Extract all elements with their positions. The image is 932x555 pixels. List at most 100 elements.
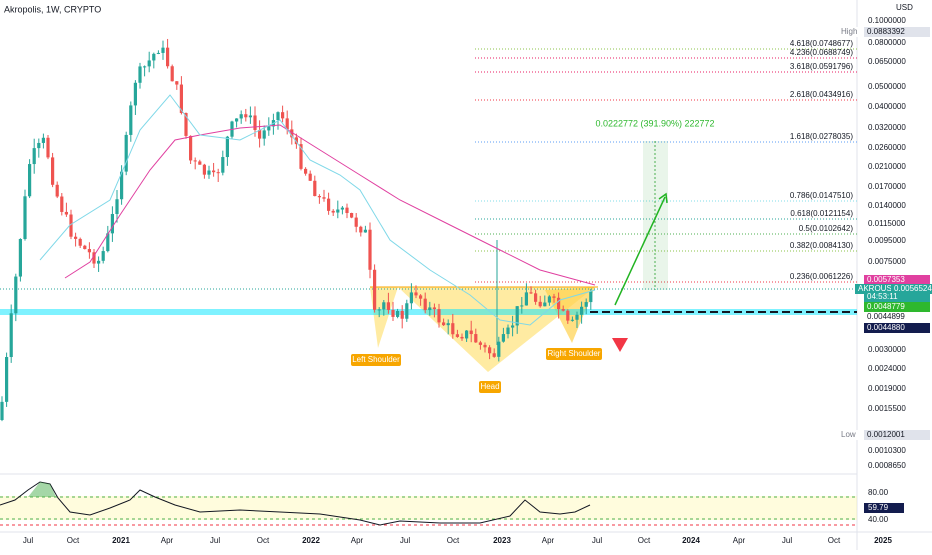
candle-body	[455, 334, 459, 337]
candle-body	[552, 296, 556, 298]
time-label: 2025	[874, 536, 892, 545]
price-label: 0.0095000	[868, 236, 906, 245]
candle-body	[483, 344, 487, 348]
time-label: Oct	[67, 536, 80, 545]
price-label: 0.0024000	[868, 364, 906, 373]
candle-body	[175, 81, 179, 85]
candle-body	[14, 276, 18, 314]
candle-body	[446, 323, 450, 326]
high-value: 0.0883392	[867, 27, 905, 36]
candle-body	[515, 306, 519, 326]
candle-body	[391, 309, 395, 317]
navy-price-box	[864, 323, 930, 333]
candle-body	[432, 307, 436, 310]
candle-body	[469, 330, 473, 335]
candle-body	[543, 302, 547, 307]
rsi-overbought-fill	[28, 482, 56, 497]
candle-body	[179, 84, 183, 114]
candle-body	[74, 236, 78, 239]
time-label: Apr	[161, 536, 174, 545]
candle-body	[354, 217, 358, 227]
fib-label: 0.382(0.0084130)	[790, 241, 854, 250]
pattern-labels: Left Shoulder Head Right Shoulder	[351, 348, 602, 393]
time-label: 2021	[112, 536, 130, 545]
candle-body	[382, 302, 386, 310]
measure-label: 0.0222772 (391.90%) 222772	[595, 118, 714, 128]
green-price: 0.0048779	[867, 302, 905, 311]
pattern-label: Head	[480, 382, 499, 391]
candle-body	[60, 196, 64, 212]
down-marker	[612, 338, 628, 352]
candle-body	[285, 118, 289, 130]
arrow-head	[658, 192, 668, 204]
candle-body	[184, 113, 188, 136]
candle-body	[28, 164, 32, 197]
rsi-line	[0, 481, 591, 526]
low-value: 0.0012001	[867, 430, 905, 439]
candle-body	[529, 292, 533, 294]
candle-body	[589, 291, 593, 303]
candle-body	[451, 323, 455, 335]
fib-label: 1.618(0.0278035)	[790, 132, 854, 141]
price-label: 0.0170000	[868, 182, 906, 191]
rsi-upper-label: 80.00	[868, 488, 889, 497]
candle-body	[55, 184, 59, 197]
low-value-box	[864, 430, 930, 440]
high-label: High	[841, 27, 857, 36]
navy-price: 0.0044880	[867, 323, 905, 332]
candle-body	[83, 245, 87, 250]
candle-body	[115, 199, 119, 214]
price-label: 0.0019000	[868, 384, 906, 393]
time-label: 2023	[493, 536, 511, 545]
candle-body	[253, 115, 257, 130]
pattern-box	[546, 348, 602, 360]
measure-box	[643, 141, 668, 290]
ma-slow	[64, 124, 596, 286]
candle-body	[386, 302, 390, 310]
fib-extension: 4.618(0.0748677)4.236(0.0688749) 3.618(0.…	[475, 39, 857, 283]
candle-body	[138, 66, 142, 83]
candle-body	[511, 325, 515, 328]
price-axis: 0.1000000 0.0800000 0.0650000 0.0500000 0.04…	[838, 16, 932, 470]
candle-body	[212, 170, 216, 173]
candle-body	[202, 164, 206, 175]
candle-body	[267, 126, 271, 131]
candle-body	[524, 292, 528, 306]
candle-body	[566, 310, 570, 321]
last-price-box	[891, 284, 932, 294]
candle-body	[350, 213, 354, 218]
pattern-label: Left Shoulder	[352, 355, 400, 364]
price-label: 0.1000000	[868, 16, 906, 25]
symbol-tag-box	[855, 284, 891, 294]
candle-body	[248, 115, 252, 118]
candle-body	[331, 210, 335, 213]
candle-body	[478, 342, 482, 345]
fib-label: 2.618(0.0434916)	[790, 90, 854, 99]
candle-body	[198, 161, 202, 165]
rsi-lower-label: 40.00	[868, 515, 889, 524]
candle-body	[520, 305, 524, 307]
rsi-band	[0, 496, 857, 520]
candle-body	[37, 142, 41, 149]
candle-body	[501, 334, 505, 342]
candle-body	[235, 118, 239, 122]
candle-body	[409, 292, 413, 304]
candle-body	[313, 180, 317, 197]
candle-body	[336, 209, 340, 213]
candle-body	[78, 238, 82, 246]
candle-body	[373, 269, 377, 310]
time-label: Apr	[542, 536, 555, 545]
candle-body	[23, 196, 27, 240]
price-label: 0.0075000	[868, 257, 906, 266]
fib-label: 0.236(0.0061226)	[790, 272, 854, 281]
last-price: 0.0056524	[894, 284, 932, 293]
candle-body	[92, 252, 96, 264]
candle-body	[304, 168, 308, 174]
price-label: 0.0500000	[868, 82, 906, 91]
candle-body	[189, 135, 193, 161]
candle-body	[317, 196, 321, 198]
candle-body	[221, 157, 225, 173]
candle-body	[538, 301, 542, 307]
candle-body	[69, 214, 73, 237]
